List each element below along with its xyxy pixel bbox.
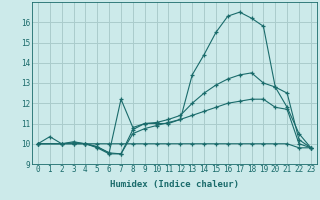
X-axis label: Humidex (Indice chaleur): Humidex (Indice chaleur) — [110, 180, 239, 189]
